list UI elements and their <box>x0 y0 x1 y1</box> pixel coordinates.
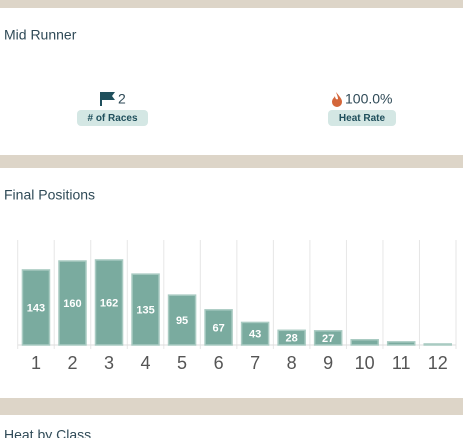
x-tick-label: 5 <box>177 353 187 373</box>
flame-icon <box>332 92 342 107</box>
x-tick-label: 9 <box>323 353 333 373</box>
x-tick-label: 11 <box>392 353 411 373</box>
x-tick-label: 2 <box>67 353 77 373</box>
section-title: Heat by Class <box>4 427 91 438</box>
bar-label: 67 <box>212 322 224 334</box>
bar-label: 160 <box>63 298 81 310</box>
bar-label: 162 <box>100 297 118 309</box>
bar <box>277 329 306 346</box>
bar-label: 27 <box>322 333 334 345</box>
bar <box>21 269 51 346</box>
badge <box>328 110 396 126</box>
bar-label: 28 <box>286 333 298 345</box>
profile-card <box>0 8 463 155</box>
x-tick-label: 12 <box>428 353 448 373</box>
bar <box>204 309 233 346</box>
bar-label: 43 <box>249 329 261 341</box>
x-tick-label: 1 <box>31 353 41 373</box>
x-tick-label: 7 <box>250 353 260 373</box>
bar <box>313 330 343 346</box>
bar <box>58 260 87 346</box>
badge <box>77 110 148 126</box>
bar <box>94 259 124 346</box>
badge-label: Heat Rate <box>339 113 386 124</box>
heat-value: 100.0% <box>345 91 392 107</box>
x-tick-label: 10 <box>355 353 375 373</box>
card-title: Mid Runner <box>4 27 77 43</box>
bar-label: 95 <box>176 315 188 327</box>
races-value: 2 <box>118 91 126 107</box>
bar <box>167 294 197 346</box>
bar <box>240 321 270 346</box>
bar <box>386 341 416 346</box>
bar <box>131 273 160 346</box>
bar-label: 143 <box>27 302 45 314</box>
chart-title: Final Positions <box>4 187 95 203</box>
x-tick-label: 4 <box>141 353 151 373</box>
x-tick-label: 3 <box>104 353 114 373</box>
flag-icon <box>100 92 115 106</box>
next-card <box>0 415 463 438</box>
bar <box>350 339 379 346</box>
x-tick-label: 8 <box>287 353 297 373</box>
bar <box>423 343 453 346</box>
bar-label: 135 <box>136 304 154 316</box>
x-tick-label: 6 <box>214 353 224 373</box>
badge-label: # of Races <box>87 113 137 124</box>
